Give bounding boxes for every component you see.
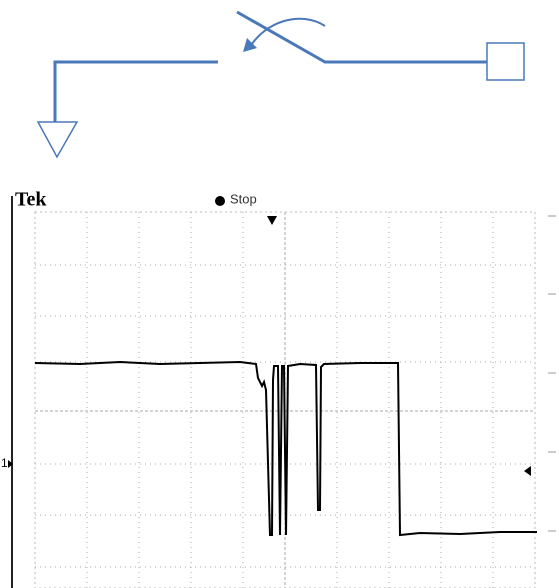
page: Tek Stop 1 bbox=[0, 0, 559, 588]
status-label: Stop bbox=[230, 191, 257, 206]
channel-marker: 1 bbox=[1, 456, 8, 470]
motion-arrow bbox=[250, 19, 325, 47]
brand-label: Tek bbox=[15, 189, 47, 211]
terminal-box bbox=[487, 43, 524, 80]
switch-diagram bbox=[38, 12, 524, 157]
right-ticks bbox=[548, 216, 556, 531]
switch-blade bbox=[237, 12, 487, 62]
wire-left bbox=[55, 62, 218, 122]
ground-triangle bbox=[38, 122, 77, 157]
oscilloscope: Tek Stop 1 bbox=[1, 189, 556, 588]
status-dot bbox=[215, 196, 225, 206]
